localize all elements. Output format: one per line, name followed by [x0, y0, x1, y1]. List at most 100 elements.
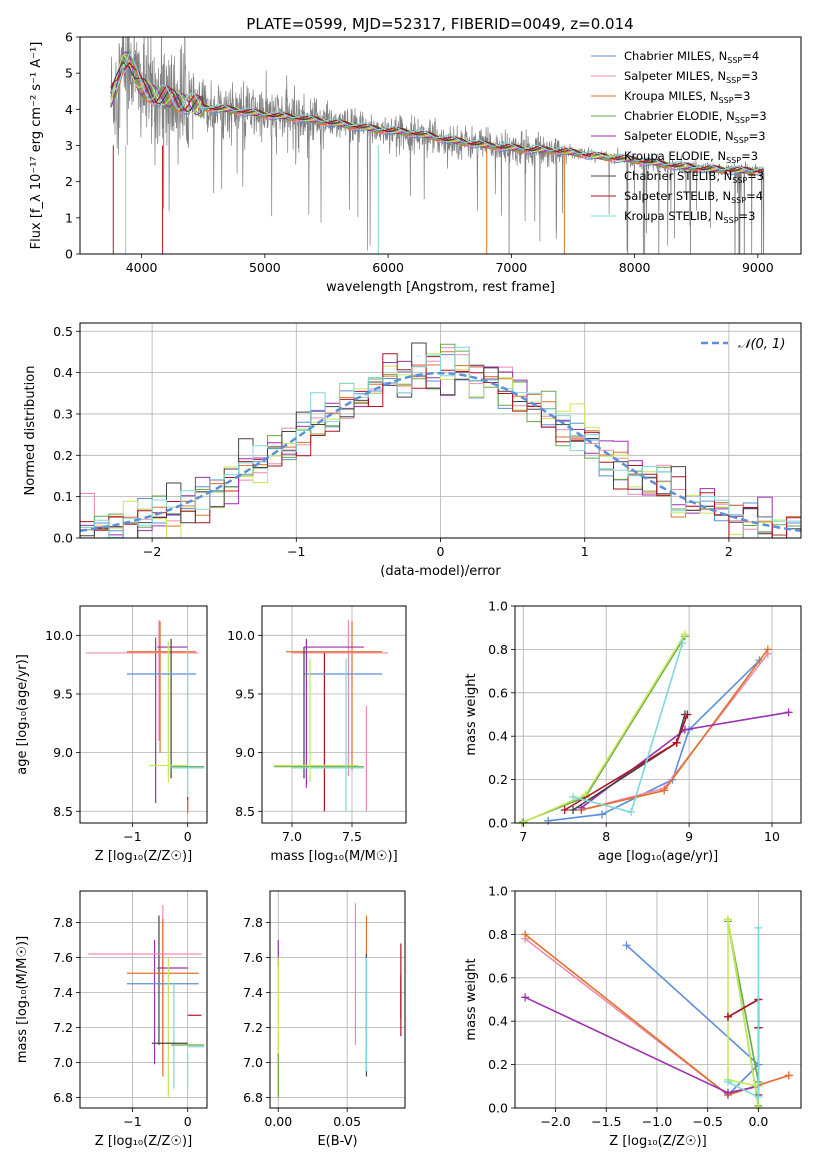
y-tick-label: 1.0 — [488, 884, 508, 899]
legend-subscript: SSP — [726, 76, 741, 85]
legend-label: Chabrier MILES, NSSP=4 — [624, 49, 759, 65]
y-tick-label: 0.5 — [53, 324, 73, 339]
mass-weight-marker — [672, 738, 681, 747]
y-tick-label: 9.5 — [235, 686, 255, 701]
model-spectrum — [110, 52, 764, 172]
mass-weight-marker — [560, 805, 569, 814]
y-tick-label: 1.0 — [488, 599, 508, 614]
y-tick-label: 9.0 — [235, 745, 255, 760]
x-tick-label: −0.5 — [693, 1114, 723, 1129]
y-tick-label: 7.4 — [243, 985, 263, 1000]
mass-weight-marker — [723, 1088, 732, 1097]
figure-title: PLATE=0599, MJD=52317, FIBERID=0049, z=0… — [246, 15, 633, 33]
y-tick-label: 0.8 — [488, 927, 508, 942]
y-tick-label: 4 — [65, 102, 73, 117]
x-tick-label: −1.0 — [642, 1114, 672, 1129]
x-tick-label: 0 — [184, 829, 192, 844]
y-tick-label: 0.6 — [488, 685, 508, 700]
mass-vs-metallicity-panel: −1 0 6.8 7.0 7.2 7.4 7.6 7.8 Z [log₁₀(Z/Z☉)] mass… — [15, 890, 208, 1149]
y-tick-label: 0.0 — [53, 531, 73, 546]
y-tick-label: 0.2 — [488, 1057, 508, 1072]
mass-weight-marker — [569, 792, 578, 801]
legend-label: Kroupa MILES, NSSP=3 — [624, 89, 750, 105]
y-tick-label: 5 — [65, 66, 73, 81]
y-tick-label: 10.0 — [45, 628, 73, 643]
legend-subscript: SSP — [726, 156, 741, 165]
mass-weight-line — [626, 944, 760, 1096]
y-tick-label: 7.6 — [243, 950, 263, 965]
residual-histogram — [80, 346, 801, 538]
mass-weight-line — [524, 996, 759, 1094]
x-tick-label: 9000 — [742, 260, 774, 275]
x-tick-label: 10 — [764, 829, 780, 844]
mass-weight-marker — [754, 1093, 763, 1102]
x-tick-label: −1 — [123, 829, 141, 844]
mass-weight-marker — [622, 941, 631, 950]
x-tick-label: 7.0 — [282, 829, 302, 844]
errorbar-plot-area — [277, 903, 402, 1098]
legend-count: =3 — [750, 109, 767, 123]
errorbar-plot-area — [274, 620, 388, 812]
x-tick-label: 0 — [437, 544, 445, 559]
y-tick-label: 0.0 — [488, 816, 508, 831]
x-tick-label: 1 — [581, 544, 589, 559]
x-tick-label: 6000 — [372, 260, 404, 275]
legend-label: Salpeter ELODIE, NSSP=3 — [624, 129, 766, 145]
y-tick-label: 7.4 — [53, 985, 73, 1000]
x-tick-label: 2 — [725, 544, 733, 559]
y-tick-label: 0.4 — [488, 729, 508, 744]
x-axis-label: Z [log₁₀(Z/Z☉)] — [95, 1134, 192, 1149]
mass-weight-marker — [784, 1071, 793, 1080]
errorbar-plot-area — [85, 620, 205, 814]
mass-weight-vs-metallicity-panel: −2.0 −1.5 −1.0 −0.5 0.0 0.0 0.2 0.4 0.6 0.8 1.0 Z [… — [464, 884, 802, 1149]
x-tick-label: 5000 — [249, 260, 281, 275]
spectrum-plot-area — [110, 37, 765, 254]
legend-subscript: SSP — [734, 136, 749, 145]
spectrum-panel: 4000 5000 6000 7000 8000 9000 0 1 2 3 4 5 6 wavelengt… — [29, 30, 802, 295]
mass-weight-marker — [784, 708, 793, 717]
legend-subscript: SSP — [732, 176, 747, 185]
gaussian-curve — [80, 371, 801, 533]
legend-subscript: SSP — [731, 196, 746, 205]
y-tick-label: 7.6 — [53, 950, 73, 965]
legend-count: =3 — [747, 169, 764, 183]
y-axis-label: mass [log₁₀(M/M☉)] — [15, 936, 30, 1063]
legend-count: =4 — [742, 49, 759, 63]
y-tick-label: 9.5 — [53, 686, 73, 701]
x-tick-label: 0.00 — [264, 1114, 292, 1129]
legend-subscript: SSP — [735, 116, 750, 125]
age-vs-metallicity-panel: −1 0 8.5 9.0 9.5 10.0 Z [log₁₀(Z/Z☉)] age [log₁… — [15, 605, 208, 864]
mass-weight-marker — [544, 816, 553, 825]
y-tick-label: 0.4 — [53, 365, 73, 380]
legend-count: =3 — [739, 209, 756, 223]
y-tick-label: 7.2 — [53, 1020, 73, 1035]
histogram-plot-area — [80, 342, 801, 538]
mass-weight-marker — [627, 808, 636, 817]
y-axis-label: mass weight — [464, 958, 479, 1040]
axes-frame — [514, 890, 802, 1109]
y-tick-label: 0 — [65, 247, 73, 262]
legend-label: Kroupa ELODIE, NSSP=3 — [624, 149, 758, 165]
mass-weight-marker — [754, 923, 763, 932]
x-tick-label: −1 — [123, 1114, 141, 1129]
mass-weight-marker — [598, 810, 607, 819]
x-axis-label: age [log₁₀(age/yr)] — [598, 849, 719, 864]
y-tick-label: 8.5 — [235, 804, 255, 819]
legend-label: Kroupa STELIB, NSSP=3 — [624, 209, 755, 225]
axes-frame — [79, 605, 208, 824]
y-tick-label: 0.2 — [53, 448, 73, 463]
mass-weight-vs-age-panel: 7 8 9 10 0.0 0.2 0.4 0.6 0.8 1.0 age [log₁₀(age/yr… — [464, 599, 802, 864]
y-tick-label: 3 — [65, 138, 73, 153]
y-tick-label: 8.5 — [53, 804, 73, 819]
mass-weight-marker — [763, 645, 772, 654]
y-tick-label: 1 — [65, 210, 73, 225]
x-axis-label: wavelength [Angstrom, rest frame] — [326, 280, 555, 295]
axes-frame — [79, 890, 208, 1109]
mass-weight-marker — [683, 710, 692, 719]
legend-label: Chabrier STELIB, NSSP=3 — [624, 169, 764, 185]
mass-weight-line — [521, 633, 686, 824]
y-tick-label: 10.0 — [227, 628, 255, 643]
y-tick-label: 6 — [65, 30, 73, 45]
axes-frame — [269, 890, 406, 1109]
y-tick-label: 0.3 — [53, 406, 73, 421]
